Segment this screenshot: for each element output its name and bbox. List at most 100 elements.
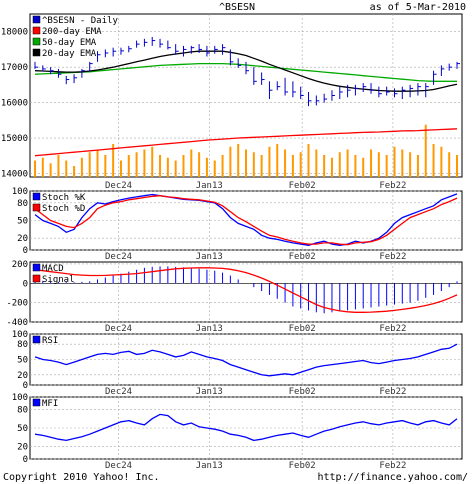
x-tick-label: Feb22 bbox=[379, 324, 406, 334]
volume-bar bbox=[370, 149, 373, 177]
macd-legend-swatch-0 bbox=[32, 263, 41, 272]
chart-title: ^BSESN bbox=[219, 2, 255, 13]
price-legend-swatch-3 bbox=[32, 48, 41, 57]
volume-bar bbox=[260, 155, 263, 177]
price-legend-swatch-2 bbox=[32, 37, 41, 46]
volume-bar bbox=[362, 157, 365, 177]
volume-bar bbox=[190, 149, 193, 177]
macd-y-tick-label: 0 bbox=[23, 279, 28, 289]
volume-bar bbox=[49, 163, 52, 177]
x-tick-label: Jan13 bbox=[196, 461, 223, 471]
volume-bar bbox=[456, 155, 458, 177]
x-tick-label: Dec24 bbox=[105, 324, 132, 334]
stochastic-series-0 bbox=[34, 193, 458, 246]
volume-bar bbox=[416, 155, 419, 177]
volume-bar bbox=[307, 144, 310, 177]
stochastic-legend-label-0: Stoch %K bbox=[42, 193, 86, 203]
volume-bar bbox=[330, 157, 333, 177]
copyright-text: Copyright 2010 Yahoo! Inc. bbox=[3, 472, 160, 483]
volume-bar bbox=[151, 146, 154, 177]
volume-bar bbox=[96, 149, 99, 177]
mfi-legend-swatch-0 bbox=[32, 398, 41, 407]
volume-bar bbox=[440, 146, 443, 177]
volume-bar bbox=[424, 124, 427, 177]
volume-bar bbox=[182, 155, 185, 177]
yahoo-finance-link[interactable]: http://finance.yahoo.com/ bbox=[317, 472, 468, 483]
mfi-y-tick-label: 80 bbox=[17, 405, 28, 415]
volume-bar bbox=[104, 155, 107, 177]
macd-panel-frame bbox=[29, 261, 463, 323]
price-legend-label-3: 20-day EMA bbox=[42, 49, 97, 59]
volume-bar bbox=[401, 149, 404, 177]
rsi-legend-label-0: RSI bbox=[42, 336, 58, 346]
price-legend-label-1: 200-day EMA bbox=[42, 27, 102, 37]
yahoo-finance-url[interactable]: http://finance.yahoo.com/ bbox=[317, 472, 468, 483]
volume-bar bbox=[315, 149, 318, 177]
x-tick-label: Feb22 bbox=[379, 387, 406, 397]
rsi-y-tick-label: 80 bbox=[17, 340, 28, 350]
volume-bar bbox=[346, 149, 349, 177]
price-y-tick-label: 18000 bbox=[1, 28, 28, 38]
macd-y-tick-label: -200 bbox=[6, 299, 28, 309]
volume-bar bbox=[432, 144, 435, 177]
stochastic-y-tick-label: 100 bbox=[12, 187, 28, 197]
mfi-series-0 bbox=[34, 413, 458, 442]
x-tick-label: Dec24 bbox=[105, 181, 132, 191]
volume-bar bbox=[80, 157, 83, 177]
x-tick-label: Jan13 bbox=[196, 387, 223, 397]
rsi-y-tick-label: 100 bbox=[12, 330, 28, 340]
volume-bar bbox=[323, 155, 326, 177]
volume-bar bbox=[34, 160, 36, 177]
x-tick-label: Dec24 bbox=[105, 252, 132, 262]
volume-bar bbox=[448, 152, 451, 177]
volume-bar bbox=[174, 160, 177, 177]
x-tick-label: Feb22 bbox=[379, 181, 406, 191]
volume-bar bbox=[127, 155, 130, 177]
rsi-y-tick-label: 0 bbox=[23, 381, 28, 391]
volume-bar bbox=[57, 155, 60, 177]
x-tick-label: Feb22 bbox=[379, 461, 406, 471]
volume-bar bbox=[276, 144, 279, 177]
rsi-series-0 bbox=[34, 343, 458, 377]
price-legend-label-0: ^BSESN - Daily bbox=[42, 16, 118, 26]
mfi-legend-label-0: MFI bbox=[42, 399, 58, 409]
stochastic-legend-label-1: Stoch %D bbox=[42, 204, 85, 214]
volume-bar bbox=[237, 144, 240, 177]
mfi-y-tick-label: 100 bbox=[12, 393, 28, 403]
price-series-1 bbox=[34, 128, 458, 157]
x-tick-label: Jan13 bbox=[196, 324, 223, 334]
volume-bar bbox=[88, 152, 91, 177]
volume-bar bbox=[119, 160, 122, 177]
price-legend-swatch-1 bbox=[32, 26, 41, 35]
volume-bar bbox=[143, 149, 146, 177]
x-tick-label: Feb02 bbox=[289, 387, 316, 397]
volume-bar bbox=[198, 152, 201, 177]
x-tick-label: Feb02 bbox=[289, 461, 316, 471]
stochastic-y-tick-label: 50 bbox=[17, 217, 28, 227]
x-tick-label: Feb02 bbox=[289, 252, 316, 262]
volume-bar bbox=[229, 146, 232, 177]
rsi-y-tick-label: 50 bbox=[17, 356, 28, 366]
volume-bar bbox=[385, 155, 388, 177]
stochastic-series-1 bbox=[34, 195, 458, 246]
rsi-legend-swatch-0 bbox=[32, 335, 41, 344]
volume-bar bbox=[284, 149, 287, 177]
volume-bar bbox=[409, 152, 412, 177]
stochastic-y-tick-label: 20 bbox=[17, 234, 28, 244]
rsi-y-tick-label: 20 bbox=[17, 371, 28, 381]
macd-legend-swatch-1 bbox=[32, 274, 41, 283]
price-y-tick-label: 17000 bbox=[1, 63, 28, 73]
volume-bar bbox=[338, 152, 341, 177]
volume-bar bbox=[377, 152, 380, 177]
macd-y-tick-label: 200 bbox=[12, 260, 28, 270]
volume-bar bbox=[354, 155, 357, 177]
volume-bar bbox=[245, 149, 247, 177]
volume-bar bbox=[65, 160, 68, 177]
macd-series-1 bbox=[34, 267, 458, 313]
volume-bar bbox=[166, 157, 169, 177]
macd-legend-label-0: MACD bbox=[42, 264, 64, 274]
x-tick-label: Jan13 bbox=[196, 181, 223, 191]
mfi-y-tick-label: 50 bbox=[17, 424, 28, 434]
